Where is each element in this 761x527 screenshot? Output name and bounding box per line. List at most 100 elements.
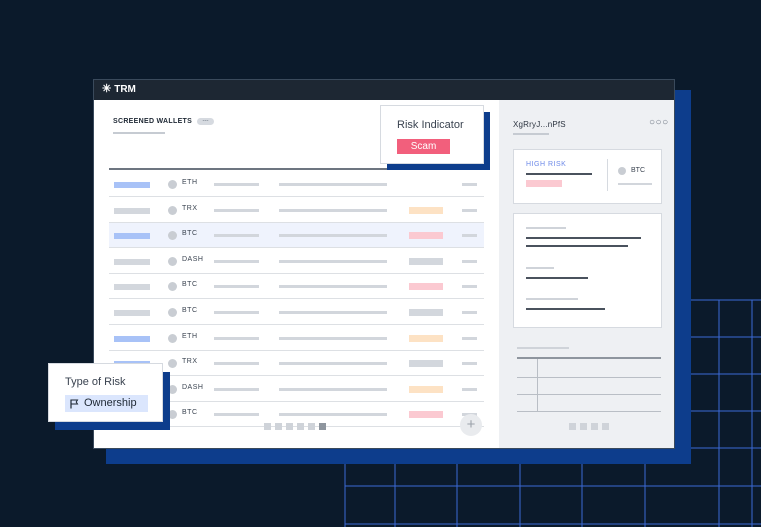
mini-table-label	[517, 347, 569, 349]
cell-placeholder	[214, 362, 259, 366]
cell-placeholder	[214, 183, 259, 186]
address-placeholder	[279, 311, 387, 314]
mini-table-row-line	[517, 411, 661, 412]
wallet-tag	[114, 233, 150, 240]
page-dot[interactable]	[580, 423, 587, 430]
ownership-label: Ownership	[84, 397, 137, 409]
cell-placeholder	[214, 336, 259, 340]
page-dot[interactable]	[602, 423, 609, 430]
page-dot[interactable]	[297, 423, 304, 430]
cell-placeholder	[462, 362, 477, 366]
cell-placeholder	[214, 387, 259, 391]
wallet-details-card	[513, 213, 662, 328]
risk-status-chip	[409, 181, 443, 188]
table-row[interactable]: BTC	[109, 223, 484, 249]
mini-table-row-line	[517, 394, 661, 395]
ellipsis-icon[interactable]: ○○○	[649, 117, 669, 128]
address-placeholder	[279, 336, 387, 340]
address-placeholder	[279, 413, 387, 417]
wallet-address: XgRryJ...nPfS	[513, 120, 566, 129]
coin-symbol: DASH	[182, 255, 204, 263]
risk-status-chip	[409, 257, 443, 265]
logo-mark-icon: ✳	[102, 83, 112, 95]
risk-status-chip	[409, 309, 443, 316]
risk-status-chip	[409, 411, 443, 419]
coin-symbol: TRX	[182, 358, 198, 366]
cell-placeholder	[462, 311, 477, 314]
address-placeholder	[279, 234, 387, 238]
cell-placeholder	[214, 208, 259, 212]
mini-table-column-divider	[537, 359, 538, 412]
page-dot[interactable]	[264, 423, 271, 430]
address-placeholder	[279, 208, 387, 212]
risk-level-bar	[526, 180, 562, 187]
risk-status-chip	[409, 206, 443, 214]
wallet-address-underline	[513, 133, 549, 135]
coin-symbol: ETH	[182, 332, 198, 340]
page-dot[interactable]	[591, 423, 598, 430]
table-row[interactable]: ETH	[109, 326, 484, 351]
table-row[interactable]: BTC	[109, 274, 484, 300]
cell-placeholder	[462, 387, 477, 391]
page-dot[interactable]	[319, 423, 326, 430]
flag-icon	[70, 399, 79, 409]
cell-placeholder	[214, 234, 259, 238]
coin-symbol: TRX	[182, 204, 198, 212]
coin-icon	[168, 308, 177, 317]
coin-icon	[168, 282, 177, 292]
asset-label: BTC	[631, 167, 645, 174]
cell-placeholder	[214, 413, 259, 417]
table-row[interactable]: BTC	[109, 300, 484, 325]
coin-icon	[168, 384, 177, 394]
detail-label-bar	[526, 298, 578, 300]
address-placeholder	[279, 285, 387, 289]
table-row[interactable]: TRX	[109, 198, 484, 223]
page-dot[interactable]	[569, 423, 576, 430]
risk-score-line	[526, 173, 592, 175]
coin-icon	[168, 410, 177, 420]
coin-symbol: DASH	[182, 383, 204, 391]
app-window: ✳ TRM SCREENED WALLETS --- ETH TRX BTC DASH…	[93, 79, 675, 449]
detail-label-bar	[526, 227, 566, 229]
page-dot[interactable]	[286, 423, 293, 430]
plus-icon: +	[466, 416, 476, 433]
risk-status-chip	[409, 334, 443, 342]
scam-badge[interactable]: Scam	[397, 139, 450, 154]
type-of-risk-card: Type of Risk Ownership	[48, 363, 163, 422]
cell-placeholder	[462, 285, 477, 289]
cell-placeholder	[462, 259, 477, 263]
wallet-tag	[114, 182, 150, 188]
coin-icon	[168, 180, 177, 189]
cell-placeholder	[462, 336, 477, 340]
coin-symbol: BTC	[182, 409, 198, 417]
cell-placeholder	[214, 311, 259, 314]
coin-symbol: BTC	[182, 230, 198, 238]
asset-icon	[618, 167, 626, 175]
address-placeholder	[279, 387, 387, 391]
cell-placeholder	[214, 285, 259, 289]
cell-placeholder	[462, 183, 477, 186]
detail-value-bar	[526, 245, 628, 247]
coin-icon	[168, 256, 177, 266]
table-header-rule	[109, 168, 484, 170]
table-row[interactable]: ETH	[109, 172, 484, 197]
risk-status-chip	[409, 360, 443, 368]
risk-indicator-card: Risk Indicator Scam	[380, 105, 484, 164]
wallet-tag	[114, 284, 150, 291]
titlebar: ✳ TRM	[94, 80, 674, 100]
asset-value-placeholder	[618, 183, 652, 185]
page-dot[interactable]	[275, 423, 282, 430]
wallet-tag	[114, 310, 150, 316]
wallet-tag	[114, 207, 150, 214]
detail-value-bar	[526, 237, 641, 239]
table-row[interactable]: DASH	[109, 249, 484, 274]
trm-logo[interactable]: ✳ TRM	[102, 83, 136, 95]
count-badge: ---	[197, 118, 214, 125]
detail-value-bar	[526, 277, 588, 279]
page-dot[interactable]	[308, 423, 315, 430]
ownership-tag[interactable]: Ownership	[65, 395, 148, 412]
wallet-tag	[114, 258, 150, 265]
mini-table-row-line	[517, 377, 661, 378]
wallet-detail-panel: XgRryJ...nPfS ○○○ HIGH RISK BTC	[499, 100, 674, 448]
add-button[interactable]: +	[460, 414, 482, 436]
